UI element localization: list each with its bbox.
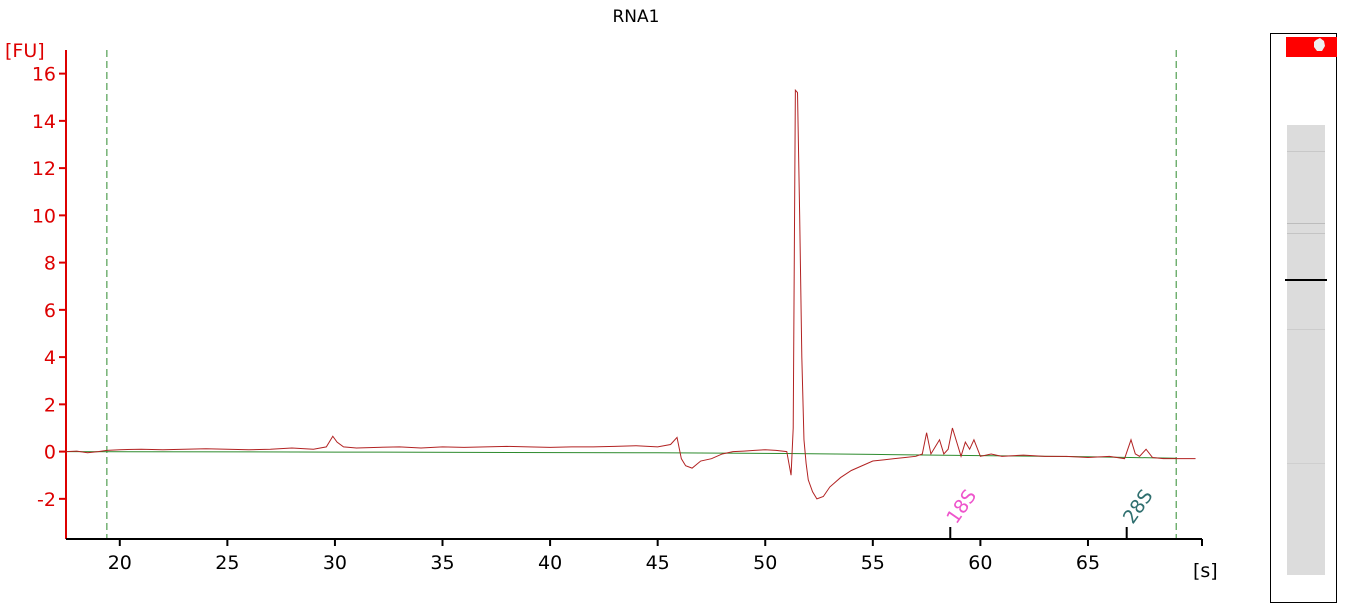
gel-lane-well-icon xyxy=(1314,38,1325,51)
x-tick-label: 65 xyxy=(1076,552,1100,574)
fluorescence-trace-line xyxy=(65,88,1196,500)
x-tick-label: 20 xyxy=(108,552,132,574)
y-tick-label: 16 xyxy=(32,64,56,86)
gel-lane-faint-band xyxy=(1287,233,1325,234)
x-tick-label: 45 xyxy=(646,552,670,574)
peak-marker-label: 28S xyxy=(1119,486,1158,528)
gel-lane-faint-band xyxy=(1287,223,1325,224)
peak-marker-label: 18S xyxy=(942,486,981,528)
y-tick-label: 2 xyxy=(44,394,56,416)
gel-lane-background xyxy=(1287,125,1325,575)
x-tick-label: 50 xyxy=(753,552,777,574)
x-tick-label: 30 xyxy=(323,552,347,574)
y-tick-label: 12 xyxy=(32,158,56,180)
gel-lane-faint-band xyxy=(1287,463,1325,464)
y-tick-label: 0 xyxy=(44,442,56,464)
x-tick-label: 55 xyxy=(861,552,885,574)
x-tick-label: 40 xyxy=(538,552,562,574)
y-tick-label: 10 xyxy=(32,205,56,227)
y-tick-label: 8 xyxy=(44,253,56,275)
y-tick-label: -2 xyxy=(37,489,56,511)
x-tick-label: 25 xyxy=(215,552,239,574)
y-tick-label: 6 xyxy=(44,300,56,322)
virtual-gel-lane xyxy=(1270,33,1337,603)
gel-lane-faint-band xyxy=(1287,151,1325,152)
x-tick-label: 35 xyxy=(430,552,454,574)
x-axis-unit-label: [s] xyxy=(1193,560,1218,582)
gel-lane-marker-band xyxy=(1286,37,1337,57)
y-tick-label: 4 xyxy=(44,347,56,369)
gel-lane-faint-band xyxy=(1287,329,1325,330)
y-tick-label: 14 xyxy=(32,111,56,133)
gel-lane-main-band xyxy=(1285,279,1327,281)
y-axis-unit-label: [FU] xyxy=(5,40,45,62)
x-tick-label: 60 xyxy=(968,552,992,574)
chart-title: RNA1 xyxy=(613,7,660,27)
baseline-line xyxy=(65,451,1177,459)
